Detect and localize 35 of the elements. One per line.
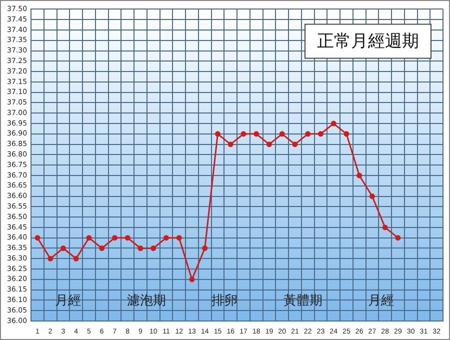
point [330, 120, 336, 126]
point [395, 235, 401, 241]
point [189, 276, 195, 282]
point [344, 131, 350, 137]
point [305, 131, 311, 137]
text: 正常月經週期 [317, 32, 419, 52]
point [356, 172, 362, 178]
annotation: 月經 [55, 293, 82, 308]
point [214, 131, 220, 137]
annotation: 排卵 [212, 293, 238, 308]
point [86, 235, 92, 241]
point [34, 235, 40, 241]
point [176, 235, 182, 241]
point [202, 245, 208, 251]
point [292, 142, 298, 148]
point [266, 142, 272, 148]
point [279, 131, 285, 137]
point [163, 235, 169, 241]
point [240, 131, 246, 137]
point [254, 131, 260, 137]
point [112, 235, 118, 241]
point [48, 256, 54, 262]
annotation: 濾泡期 [126, 293, 166, 308]
point [138, 245, 144, 251]
point [318, 131, 324, 137]
point [73, 256, 79, 262]
point [369, 194, 375, 200]
point [150, 245, 156, 251]
annotation: 黃體期 [283, 293, 322, 308]
point [382, 224, 388, 230]
point [124, 235, 130, 241]
point [60, 245, 66, 251]
annotation: 月經 [368, 293, 394, 308]
point [228, 142, 234, 148]
point [99, 245, 105, 251]
